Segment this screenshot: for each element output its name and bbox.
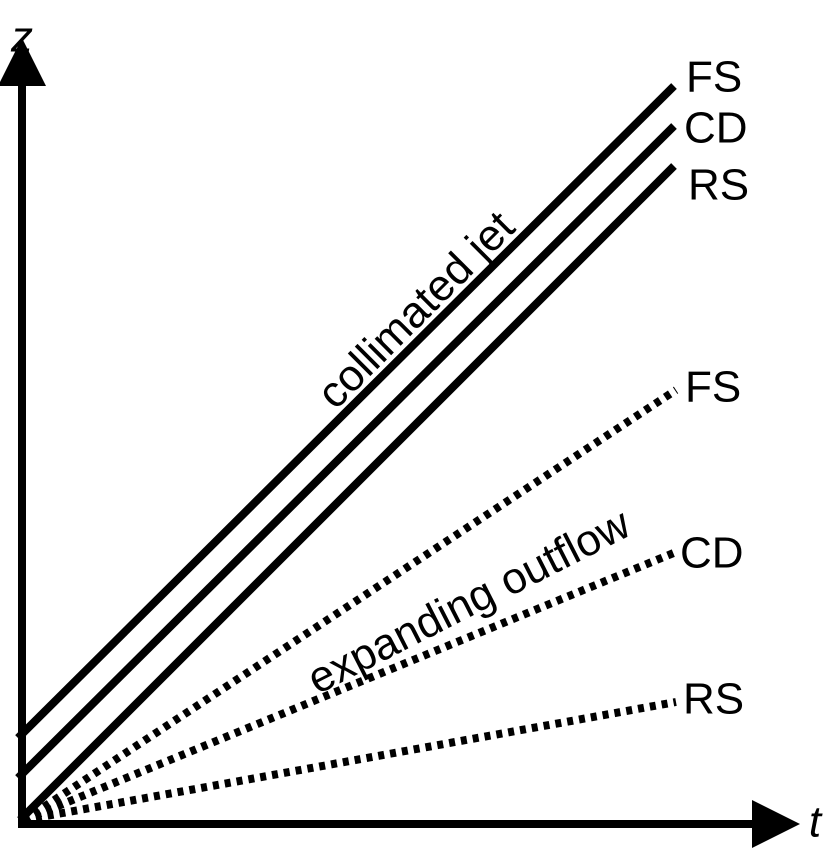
outflow-rs-label: RS [683, 675, 744, 724]
jet-rs-line [17, 163, 677, 823]
jet-fs-line [15, 83, 677, 741]
outflow-fs-line [21, 386, 679, 824]
jet-cd-line [15, 123, 677, 781]
x-axis-label: t [809, 798, 823, 847]
outflow-cd-label: CD [680, 529, 744, 578]
y-axis-label: z [10, 13, 33, 62]
outflow-fs-label: FS [685, 363, 741, 412]
jet-rs-label: RS [688, 161, 749, 210]
jet-cd-label: CD [684, 104, 748, 153]
jet-fs-label: FS [686, 53, 742, 102]
outflow-cd-line [22, 548, 678, 824]
outflow-rs-line [23, 698, 677, 824]
